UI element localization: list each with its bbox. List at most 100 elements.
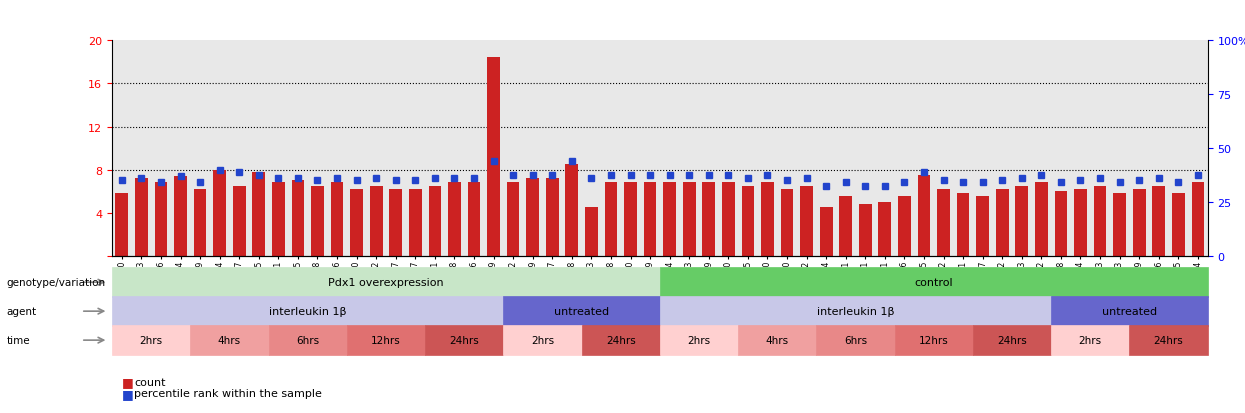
Bar [698,41,718,256]
Bar [545,179,559,256]
Bar [134,179,148,256]
Bar [444,41,464,256]
Bar [682,183,696,256]
Bar [972,41,992,256]
Text: Pdx1 overexpression: Pdx1 overexpression [329,278,443,287]
Bar [464,41,484,256]
Text: percentile rank within the sample: percentile rank within the sample [134,388,322,398]
Bar [859,204,872,256]
Bar [151,41,171,256]
Bar [644,183,656,256]
Text: agent: agent [6,306,36,316]
Bar [1129,41,1149,256]
Bar [1133,190,1145,256]
Bar [718,41,738,256]
Bar [1074,190,1087,256]
Bar [835,41,855,256]
Bar [742,186,754,256]
Text: control: control [914,278,954,287]
Bar [1071,41,1091,256]
Bar [1149,41,1169,256]
Bar [116,194,128,256]
Bar [523,41,543,256]
Text: 24hrs: 24hrs [997,335,1027,345]
Bar [561,41,581,256]
Text: interleukin 1β: interleukin 1β [817,306,894,316]
Bar [233,186,245,256]
Bar [487,57,500,256]
Bar [390,190,402,256]
Bar [1169,41,1188,256]
Bar [1091,41,1109,256]
Bar [370,186,382,256]
Bar [797,41,817,256]
Bar [1012,41,1032,256]
Bar [992,41,1012,256]
Bar [1051,41,1071,256]
Bar [503,41,523,256]
Bar [507,183,519,256]
Bar [898,197,911,256]
Text: 6hrs: 6hrs [296,335,319,345]
Bar [484,41,503,256]
Bar [855,41,875,256]
Bar [1191,183,1204,256]
Bar [937,190,950,256]
Bar [839,197,852,256]
Bar [1055,192,1067,256]
Text: 2hrs: 2hrs [1078,335,1102,345]
Bar [934,41,954,256]
Bar [702,183,715,256]
Bar [605,183,618,256]
Text: interleukin 1β: interleukin 1β [269,306,346,316]
Bar [308,41,327,256]
Bar [819,208,833,256]
Bar [680,41,698,256]
Bar [817,41,835,256]
Bar [565,165,578,256]
Bar [527,179,539,256]
Bar [1035,183,1048,256]
Bar [621,41,640,256]
Bar [640,41,660,256]
Bar [585,208,598,256]
Bar [213,170,227,256]
Text: ■: ■ [122,375,133,389]
Bar [406,41,425,256]
Text: 24hrs: 24hrs [606,335,636,345]
Bar [229,41,249,256]
Bar [269,41,288,256]
Bar [194,190,207,256]
Bar [154,183,167,256]
Bar [895,41,914,256]
Bar [1113,194,1125,256]
Bar [428,186,441,256]
Bar [996,190,1008,256]
Text: 24hrs: 24hrs [449,335,479,345]
Bar [543,41,561,256]
Bar [1093,186,1107,256]
Bar [664,183,676,256]
Bar [914,41,934,256]
Text: count: count [134,377,166,387]
Bar [132,41,151,256]
Text: ■: ■ [122,387,133,400]
Bar [875,41,895,256]
Bar [311,186,324,256]
Text: 12hrs: 12hrs [919,335,949,345]
Bar [190,41,210,256]
Bar [327,41,347,256]
Bar [249,41,269,256]
Bar [777,41,797,256]
Bar [253,172,265,256]
Bar [425,41,444,256]
Bar [408,190,422,256]
Text: 24hrs: 24hrs [1154,335,1184,345]
Bar [112,41,132,256]
Bar [738,41,758,256]
Bar [660,41,680,256]
Bar [722,183,735,256]
Bar [918,176,930,256]
Text: 6hrs: 6hrs [844,335,867,345]
Bar [386,41,406,256]
